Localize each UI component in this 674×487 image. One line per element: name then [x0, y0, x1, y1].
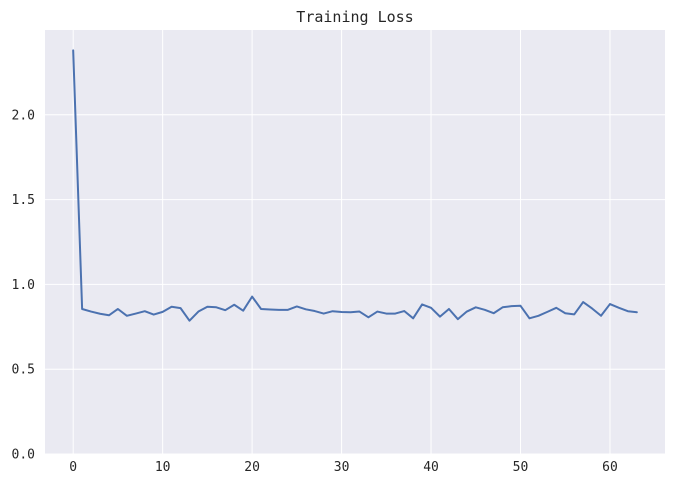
y-tick-label: 0.5	[12, 363, 35, 378]
y-tick-label: 1.5	[12, 193, 35, 208]
chart-title: Training Loss	[296, 8, 413, 26]
series-line	[72, 49, 638, 322]
y-tick-label: 0.0	[12, 448, 35, 463]
x-tick-label: 20	[244, 460, 260, 475]
plot-area	[45, 30, 665, 454]
x-tick-label: 60	[602, 460, 618, 475]
series-layer	[72, 49, 638, 322]
y-tick-label: 2.0	[12, 108, 35, 123]
x-tick-label: 30	[334, 460, 350, 475]
grid-lines	[45, 30, 665, 455]
x-tick-label: 40	[423, 460, 439, 475]
x-tick-label: 10	[155, 460, 171, 475]
x-tick-label: 50	[513, 460, 529, 475]
x-tick-labels: 0 10 20 30 40 50 60	[69, 460, 618, 475]
y-tick-labels: 0.0 0.5 1.0 1.5 2.0	[12, 108, 35, 462]
x-tick-label: 0	[69, 460, 77, 475]
y-tick-label: 1.0	[12, 278, 35, 293]
